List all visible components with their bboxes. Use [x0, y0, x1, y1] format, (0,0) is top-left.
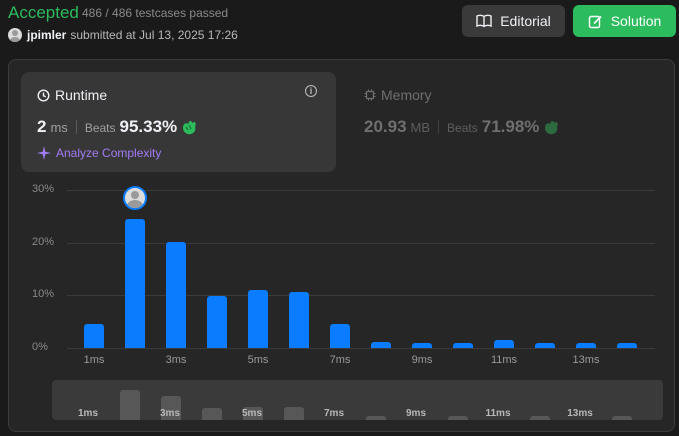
editorial-button[interactable]: Editorial: [462, 5, 565, 37]
testcases-passed: 486 / 486 testcases passed: [82, 6, 229, 20]
chart-bar[interactable]: [494, 339, 514, 348]
chart-bar[interactable]: [330, 324, 350, 348]
memory-title[interactable]: Memory: [364, 87, 432, 103]
y-tick-label: 20%: [32, 235, 55, 248]
x-tick-label: 7ms: [329, 354, 351, 366]
book-open-icon: [476, 14, 492, 28]
analyze-label: Analyze Complexity: [56, 146, 162, 160]
memory-unit: MB: [410, 120, 431, 135]
runtime-card[interactable]: [21, 72, 336, 172]
y-tick-label: 0%: [32, 341, 48, 353]
overview-label: 7ms: [323, 408, 344, 419]
overview-bar: [161, 396, 181, 420]
overview-label: 9ms: [405, 408, 426, 419]
info-icon[interactable]: i: [305, 85, 317, 97]
overview-label: 5ms: [241, 408, 262, 419]
overview-label: 1ms: [77, 408, 98, 419]
x-tick-label: 3ms: [165, 354, 187, 366]
overview-label: 13ms: [567, 408, 593, 419]
solution-button[interactable]: Solution: [573, 5, 676, 37]
overview-bar: [202, 408, 222, 420]
overview-bar: [612, 416, 632, 420]
clap-icon: [183, 120, 196, 135]
x-tick-label: 5ms: [247, 354, 269, 366]
chart-bar[interactable]: [576, 343, 596, 348]
chart-bar[interactable]: [371, 341, 391, 348]
overview-label: 3ms: [159, 408, 180, 419]
chart-bar[interactable]: [412, 343, 432, 348]
x-tick-label: 9ms: [411, 354, 433, 366]
memory-title-text: Memory: [381, 87, 432, 103]
chart-bar[interactable]: [84, 324, 104, 348]
memory-value: 20.93: [364, 117, 407, 136]
solution-label: Solution: [610, 13, 662, 29]
overview-bar: [243, 407, 263, 420]
chart-bar[interactable]: [535, 343, 555, 348]
overview-bar: [530, 416, 550, 420]
overview-label: 11ms: [485, 408, 511, 419]
runtime-value: 2: [37, 117, 47, 136]
clap-icon: [545, 120, 559, 135]
gridline: [67, 348, 655, 349]
y-tick-label: 30%: [32, 183, 55, 195]
gridline: [67, 295, 655, 297]
overview-bar: [448, 416, 468, 420]
overview-minimap[interactable]: 1ms 3ms 5ms 7ms 9ms 11ms 13ms: [52, 380, 663, 420]
overview-bar: [120, 390, 140, 420]
chart-bar[interactable]: [248, 290, 268, 348]
gridline: [67, 242, 655, 244]
chart-bar[interactable]: [617, 343, 637, 348]
memory-beats-pct: 71.98%: [481, 117, 540, 136]
y-tick-label: 10%: [32, 288, 55, 301]
runtime-beats-label: Beats: [84, 121, 116, 135]
gridline: [67, 190, 655, 191]
submission-status: Accepted: [8, 3, 79, 22]
edit-note-icon: [588, 15, 602, 28]
chart-bar[interactable]: [453, 343, 473, 348]
x-tick-label: 11ms: [490, 354, 518, 366]
chart-bar[interactable]: [207, 296, 227, 348]
divider: [438, 120, 440, 134]
chip-icon: [364, 89, 376, 101]
overview-bar: [366, 416, 386, 420]
chart-bar[interactable]: [125, 218, 145, 348]
editorial-label: Editorial: [500, 13, 551, 29]
memory-metric: 20.93 MB Beats 71.98%: [364, 117, 560, 137]
runtime-beats-pct: 95.33%: [119, 117, 178, 136]
submission-meta: jpimler submitted at Jul 13, 2025 17:26: [8, 27, 238, 43]
username-link[interactable]: jpimler: [27, 28, 67, 42]
x-tick-label: 1ms: [83, 354, 105, 366]
memory-beats-label: Beats: [447, 121, 478, 135]
your-submission-avatar: [123, 185, 147, 210]
runtime-unit: ms: [50, 120, 68, 135]
analyze-complexity-link[interactable]: Analyze Complexity: [37, 146, 161, 160]
user-avatar[interactable]: [8, 28, 22, 42]
runtime-title: Runtime: [37, 87, 107, 103]
clock-icon: [37, 88, 50, 102]
x-tick-label: 13ms: [572, 354, 600, 366]
chart-bar[interactable]: [289, 292, 309, 348]
runtime-metric: 2 ms Beats 95.33%: [37, 117, 198, 137]
submitted-time: submitted at Jul 13, 2025 17:26: [70, 28, 238, 42]
runtime-title-text: Runtime: [55, 87, 108, 103]
chart-bar[interactable]: [166, 241, 186, 348]
divider: [75, 120, 77, 134]
sparkle-icon: [37, 146, 51, 160]
overview-bar: [284, 407, 304, 420]
